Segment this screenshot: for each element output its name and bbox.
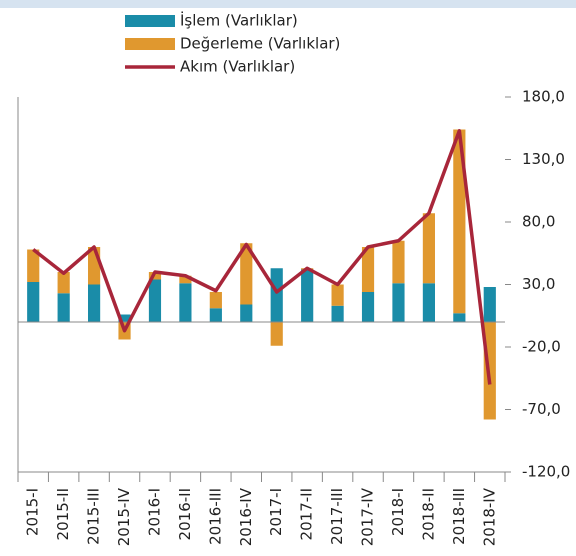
legend-label: Akım (Varlıklar) (180, 58, 295, 76)
y-tick-label: 130,0 (522, 150, 565, 168)
x-tick-label: 2017-III (328, 488, 346, 545)
x-tick-label: 2018-IV (480, 487, 498, 546)
bar (240, 243, 253, 305)
x-tick-label: 2017-IV (359, 487, 377, 546)
bar (453, 129, 466, 314)
bar (331, 284, 344, 306)
x-tick-label: 2018-II (419, 488, 437, 540)
x-tick-label: 2016-III (206, 488, 224, 545)
bar (27, 282, 40, 322)
bar (209, 308, 222, 322)
bar (392, 240, 405, 284)
bar (270, 268, 283, 322)
bar (179, 283, 192, 322)
x-tick-label: 2016-IV (237, 487, 255, 546)
bar (27, 249, 40, 282)
line (32, 129, 492, 385)
bar (57, 293, 70, 322)
bar (361, 247, 375, 292)
x-tick-label: 2018-III (450, 488, 468, 545)
bar (118, 314, 131, 322)
x-tick-label: 2018-I (389, 488, 407, 536)
bar (179, 275, 192, 284)
x-tick-label: 2016-II (176, 488, 194, 540)
legend-swatch (125, 15, 175, 27)
bar (392, 283, 405, 322)
bar (453, 313, 466, 322)
y-tick-label: 180,0 (522, 88, 565, 106)
bar (483, 287, 496, 322)
bar (209, 292, 222, 309)
y-tick-label: -70,0 (522, 400, 561, 418)
legend-label: Değerleme (Varlıklar) (180, 35, 340, 53)
bar (301, 269, 314, 322)
bar (148, 279, 162, 322)
bar (361, 292, 375, 322)
bar (270, 322, 283, 346)
x-tick-label: 2015-III (85, 488, 103, 545)
bar (422, 283, 435, 322)
bar (331, 305, 344, 322)
y-tick-label: 30,0 (522, 275, 555, 293)
legend-swatch (125, 38, 175, 50)
legend-label: İşlem (Varlıklar) (180, 11, 298, 30)
x-tick-label: 2017-I (267, 488, 285, 536)
y-tick-label: -120,0 (522, 463, 570, 481)
bar (88, 284, 101, 322)
x-tick-label: 2015-IV (115, 487, 133, 546)
x-tick-label: 2015-II (54, 488, 72, 540)
x-tick-label: 2016-I (145, 488, 163, 536)
bar (57, 272, 70, 294)
y-tick-label: 80,0 (522, 213, 555, 231)
x-tick-label: 2015-I (24, 488, 42, 536)
bar (422, 213, 435, 284)
y-tick-label: -20,0 (522, 338, 561, 356)
top-band (0, 0, 576, 8)
x-tick-label: 2017-II (298, 488, 316, 540)
bar (240, 304, 253, 322)
